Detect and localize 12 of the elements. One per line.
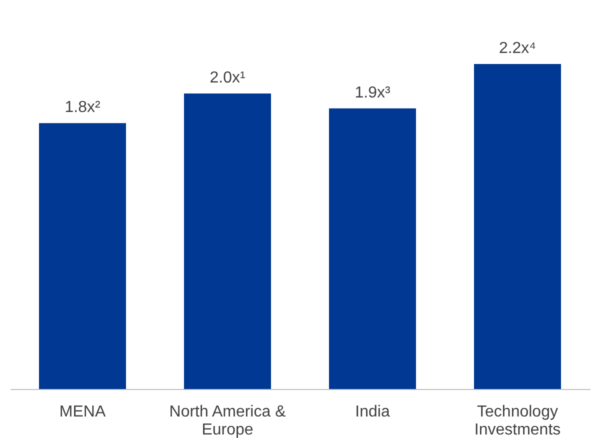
x-tick-label: India [355, 404, 390, 420]
data-label: 1.9x³ [354, 84, 391, 102]
x-tick-label: MENA [59, 404, 106, 420]
bar [39, 123, 126, 389]
bar [474, 64, 561, 389]
data-label: 2.0x¹ [210, 70, 246, 87]
bar [184, 94, 271, 389]
data-label: 1.8x² [64, 99, 101, 116]
bar [329, 108, 416, 389]
x-tick-label: North America & Europe [169, 404, 286, 438]
data-label: 2.2x⁴ [498, 40, 536, 57]
x-tick-label: Technology Investments [474, 404, 561, 438]
